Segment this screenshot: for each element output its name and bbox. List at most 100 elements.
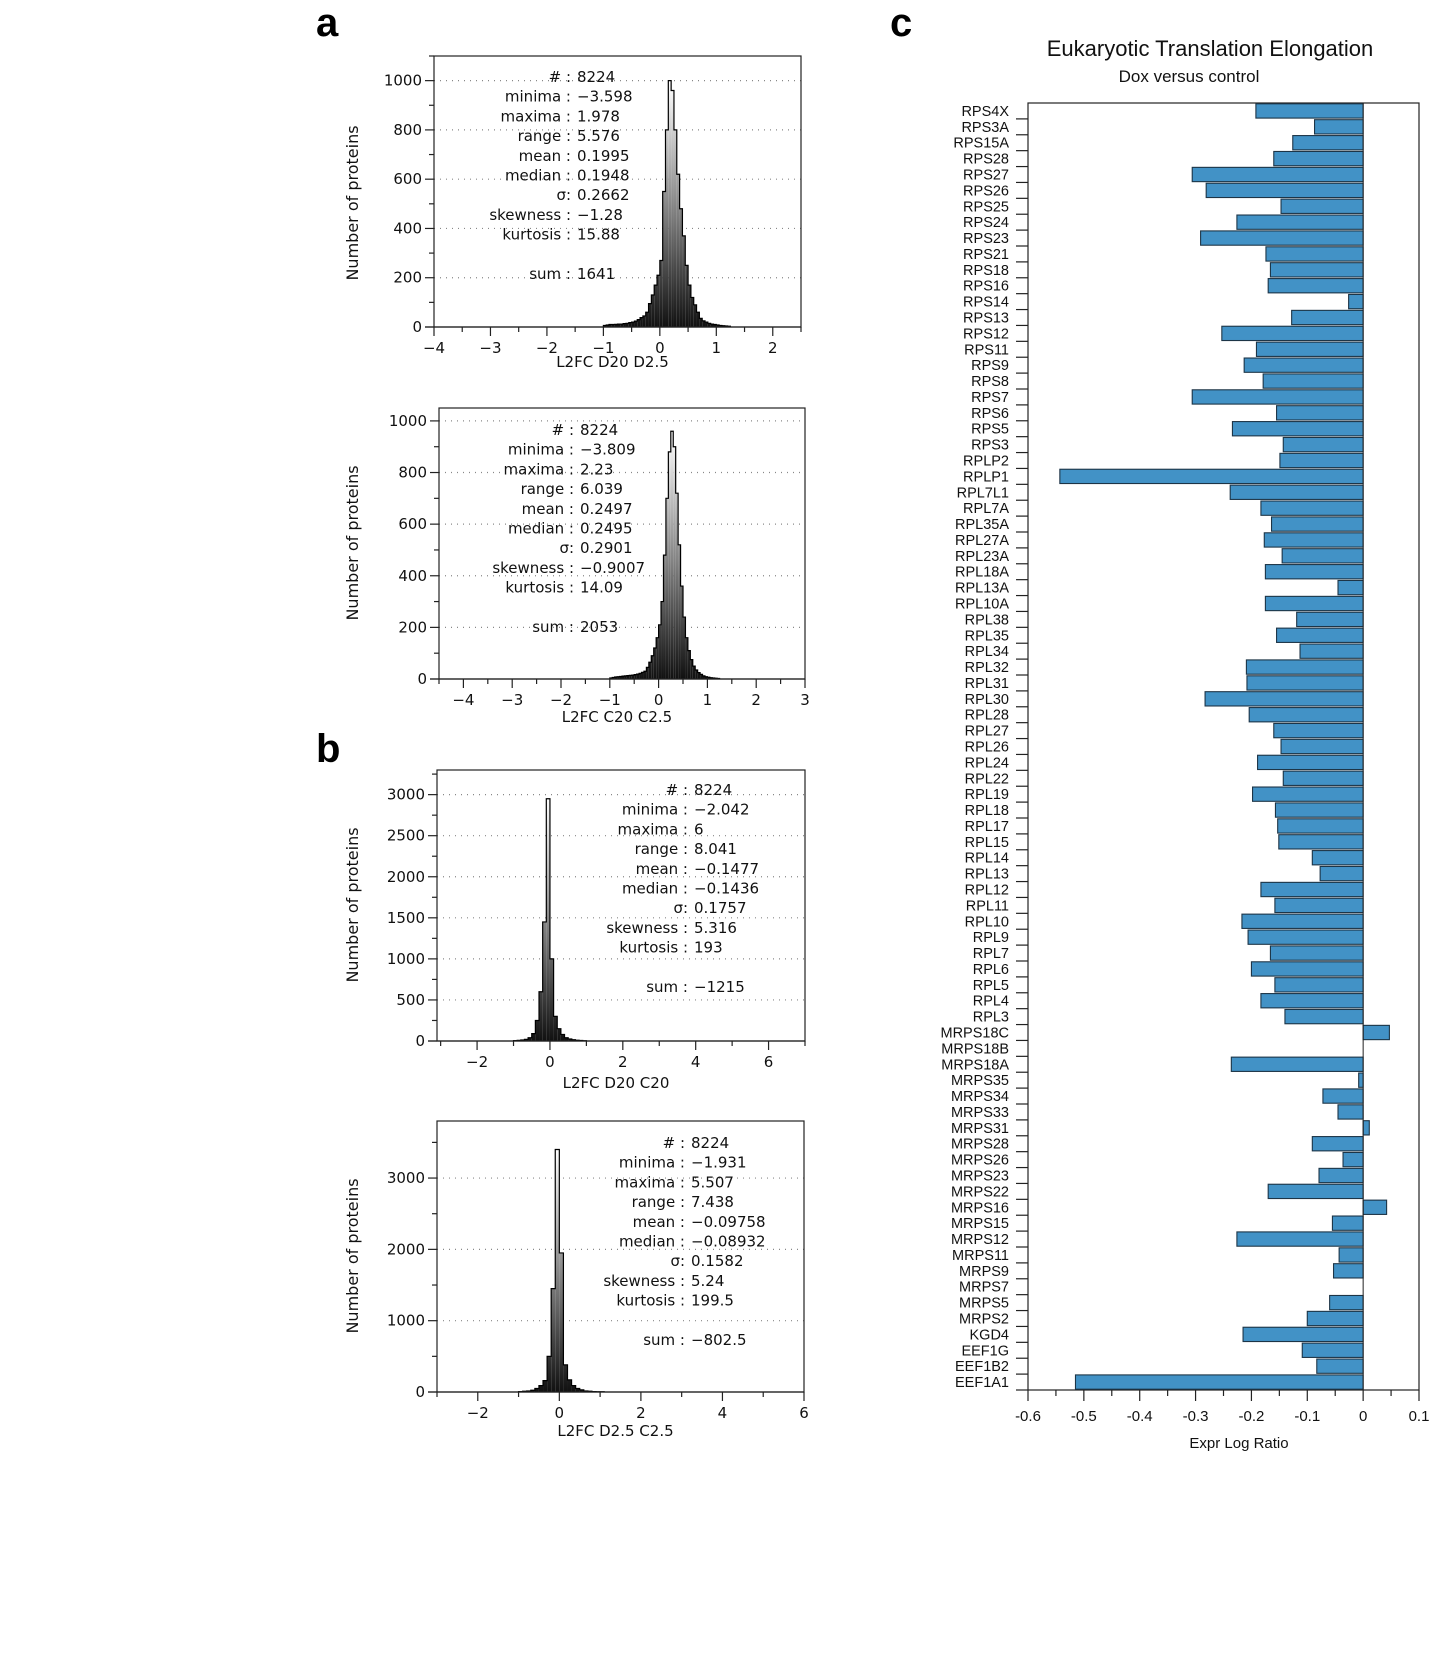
histogram-bin bbox=[535, 1020, 540, 1041]
y-axis-label: Number of proteins bbox=[343, 1178, 362, 1333]
stat-value: 5.24 bbox=[691, 1272, 724, 1290]
histogram-bin bbox=[546, 798, 550, 1041]
x-tick-label: 1 bbox=[712, 339, 722, 357]
category-label: RPL13 bbox=[965, 867, 1009, 883]
histogram-bin bbox=[645, 312, 649, 327]
stat-label: σ: bbox=[670, 1252, 685, 1270]
bar-mrps23 bbox=[1318, 1167, 1364, 1184]
bar-rpl27a bbox=[1263, 532, 1364, 548]
histogram-bin bbox=[559, 1252, 564, 1392]
bar-rpl18a bbox=[1264, 564, 1364, 580]
histogram-bin bbox=[639, 673, 642, 679]
histogram-bin bbox=[685, 637, 688, 679]
histogram-bin bbox=[560, 1034, 565, 1041]
stat-label: sum : bbox=[529, 265, 571, 283]
histogram-bin bbox=[658, 624, 662, 679]
bar-rps3 bbox=[1282, 436, 1364, 453]
histogram-d20-d25: 0 200 400 600 800 1000 −4 −3 −2 −1 0 1 2 L2FC D20 D2.… bbox=[343, 55, 802, 371]
bar-rpl27 bbox=[1273, 722, 1364, 739]
histogram-bin bbox=[695, 669, 698, 679]
stat-value: 0.2497 bbox=[580, 500, 633, 518]
stat-value: 0.1995 bbox=[577, 147, 630, 165]
x-tick-label: -0.1 bbox=[1294, 1408, 1320, 1425]
histogram-bin bbox=[661, 601, 664, 679]
histogram-bin bbox=[663, 555, 666, 679]
x-tick-label: 0 bbox=[545, 1053, 555, 1071]
histogram-bin bbox=[643, 671, 647, 679]
stat-value: 0.2495 bbox=[580, 520, 633, 538]
category-label: RPS11 bbox=[964, 342, 1009, 358]
category-label: RPS8 bbox=[971, 374, 1009, 390]
category-label: RPL17 bbox=[965, 819, 1009, 835]
bar-mrps9 bbox=[1332, 1263, 1364, 1279]
histogram-bin bbox=[579, 1389, 584, 1392]
stat-value: −0.08932 bbox=[691, 1233, 766, 1251]
bar-rpl15 bbox=[1278, 834, 1364, 850]
stat-label: range : bbox=[518, 127, 571, 145]
stat-value: −1.28 bbox=[577, 206, 623, 224]
histogram-bin bbox=[675, 493, 679, 679]
histogram-bin bbox=[673, 446, 676, 679]
histogram-bin bbox=[542, 921, 547, 1041]
category-label: EEF1A1 bbox=[955, 1375, 1009, 1391]
bar-rpl10a bbox=[1264, 595, 1364, 612]
stat-label: # : bbox=[552, 421, 574, 439]
panel-letter-a: a bbox=[316, 1, 339, 45]
histogram-bin bbox=[696, 312, 700, 327]
histogram-bin bbox=[657, 275, 660, 327]
stat-label: sum : bbox=[532, 618, 574, 636]
category-label: RPS7 bbox=[971, 390, 1009, 406]
y-tick-label: 1000 bbox=[384, 72, 422, 90]
y-tick-label: 600 bbox=[398, 515, 427, 533]
stat-value: −3.809 bbox=[580, 441, 636, 459]
category-label: MRPS5 bbox=[959, 1296, 1009, 1312]
stat-value: −0.09758 bbox=[691, 1213, 766, 1231]
stat-value: 8224 bbox=[694, 781, 732, 799]
histogram-bin bbox=[624, 675, 627, 679]
category-label: RPL24 bbox=[965, 755, 1009, 771]
histogram-bin bbox=[530, 1390, 535, 1392]
histogram-bin bbox=[710, 324, 714, 327]
stat-label: range : bbox=[635, 840, 688, 858]
stat-value: 0.1582 bbox=[691, 1252, 744, 1270]
category-label: RPL10A bbox=[955, 597, 1009, 613]
stat-value: 6 bbox=[694, 820, 704, 838]
category-label: RPL3 bbox=[973, 1010, 1009, 1026]
bar-mrps34 bbox=[1322, 1088, 1364, 1104]
histogram-bin bbox=[626, 675, 630, 679]
category-label: RPL38 bbox=[965, 612, 1009, 628]
histogram-bin bbox=[606, 325, 610, 327]
bar-mrps12 bbox=[1236, 1231, 1364, 1247]
y-tick-label: 3000 bbox=[387, 1169, 425, 1187]
histogram-bin bbox=[617, 676, 620, 679]
stat-label: range : bbox=[632, 1193, 685, 1211]
bar-rpl14 bbox=[1311, 850, 1364, 866]
bar-mrps31 bbox=[1362, 1120, 1370, 1136]
histogram-bin bbox=[665, 498, 669, 679]
stat-value: −1215 bbox=[694, 978, 745, 996]
category-label: RPL30 bbox=[965, 692, 1009, 708]
bar-rpl35a bbox=[1270, 516, 1364, 532]
category-label: RPL19 bbox=[965, 787, 1009, 803]
y-tick-label: 200 bbox=[398, 618, 427, 636]
histogram-bin bbox=[563, 1364, 568, 1392]
histogram-bin bbox=[617, 324, 621, 327]
category-label: MRPS18C bbox=[941, 1026, 1010, 1042]
category-label: MRPS15 bbox=[951, 1216, 1009, 1232]
bar-rps21 bbox=[1265, 246, 1364, 262]
bar-rps4x bbox=[1255, 103, 1364, 119]
category-label: RPL9 bbox=[973, 930, 1009, 946]
bar-mrps26 bbox=[1342, 1151, 1364, 1168]
category-label: MRPS2 bbox=[959, 1312, 1009, 1328]
category-label: RPS14 bbox=[963, 295, 1009, 311]
histogram-bin bbox=[636, 674, 640, 679]
x-axis-label: L2FC D20 C20 bbox=[563, 1074, 670, 1092]
bar-rps24 bbox=[1236, 214, 1364, 230]
stat-value: 0.2901 bbox=[580, 539, 633, 557]
stat-label: mean : bbox=[633, 1213, 685, 1231]
histogram-bin bbox=[623, 323, 626, 327]
category-label: RPS9 bbox=[971, 358, 1009, 374]
y-tick-label: 1000 bbox=[387, 950, 425, 968]
category-label: MRPS34 bbox=[951, 1089, 1009, 1105]
x-tick-label: 6 bbox=[764, 1053, 774, 1071]
